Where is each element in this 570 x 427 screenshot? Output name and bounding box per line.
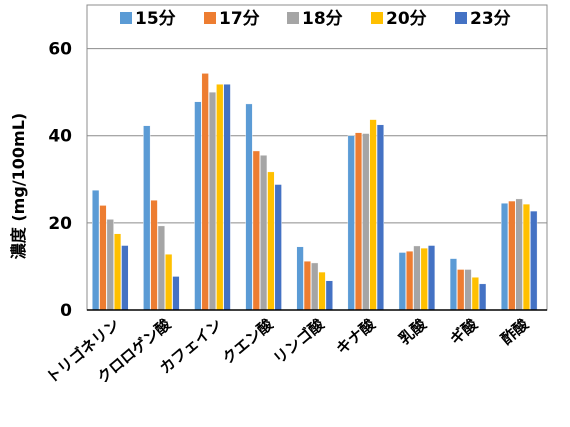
legend-swatch [120,12,132,24]
bar [530,210,538,311]
legend-label: 15分 [135,9,176,29]
axes [86,4,548,311]
legend-swatch [204,12,216,24]
bar [500,203,509,311]
legend: 15分 17分 18分 20分 23分 [120,9,511,29]
bar [376,124,384,311]
bar [420,247,428,311]
y-tick-labels: 0 20 40 60 [48,40,72,321]
bar [457,269,465,311]
y-tick-label: 0 [60,301,72,321]
legend-label: 20分 [386,9,427,29]
bar [464,269,472,311]
bar [274,184,282,311]
bar [296,246,304,311]
bar [449,258,457,311]
gridlines [87,48,547,224]
bar [362,133,370,311]
bar [150,199,158,311]
bar [406,250,414,311]
bar [157,225,165,311]
bar [479,283,487,311]
bar [106,219,114,311]
bar [216,84,224,311]
y-tick-label: 60 [48,40,72,60]
bar [413,245,421,311]
category-label: 乳酸 [395,315,430,349]
legend-label: 17分 [219,9,260,29]
y-tick-label: 40 [48,127,72,147]
y-axis-label: 濃度 (mg/100mL) [9,113,28,259]
category-label: 酢酸 [497,315,532,349]
category-label: ギ酸 [446,315,481,349]
bar [114,233,122,311]
category-label: リンゴ酸 [270,315,328,368]
bar [347,135,355,311]
bar [354,132,363,311]
bar [143,125,151,311]
legend-swatch [371,12,383,24]
bar [201,73,209,311]
category-label: クエン酸 [219,315,277,368]
bar [172,276,180,311]
bar [92,189,100,311]
bar [515,198,523,311]
bar [245,103,253,311]
bar [165,254,173,311]
bar [522,203,530,311]
legend-label: 18分 [302,9,343,29]
bar [267,171,275,311]
bar [508,200,516,311]
bars [92,73,538,311]
bar [194,101,202,311]
bar [208,91,217,311]
bar [427,245,436,311]
bar [398,252,406,311]
bar [223,84,231,311]
bar [252,150,260,311]
bar [121,245,129,311]
bar [99,205,107,311]
bar [471,277,479,311]
bar [325,280,333,311]
y-tick-label: 20 [48,214,72,234]
bar [303,261,311,311]
bar [318,271,326,311]
legend-label: 23分 [470,9,511,29]
bar [369,119,377,311]
bar [311,262,319,311]
bar [260,155,268,311]
category-label: キナ酸 [333,315,380,358]
legend-swatch [455,12,467,24]
legend-swatch [287,12,299,24]
